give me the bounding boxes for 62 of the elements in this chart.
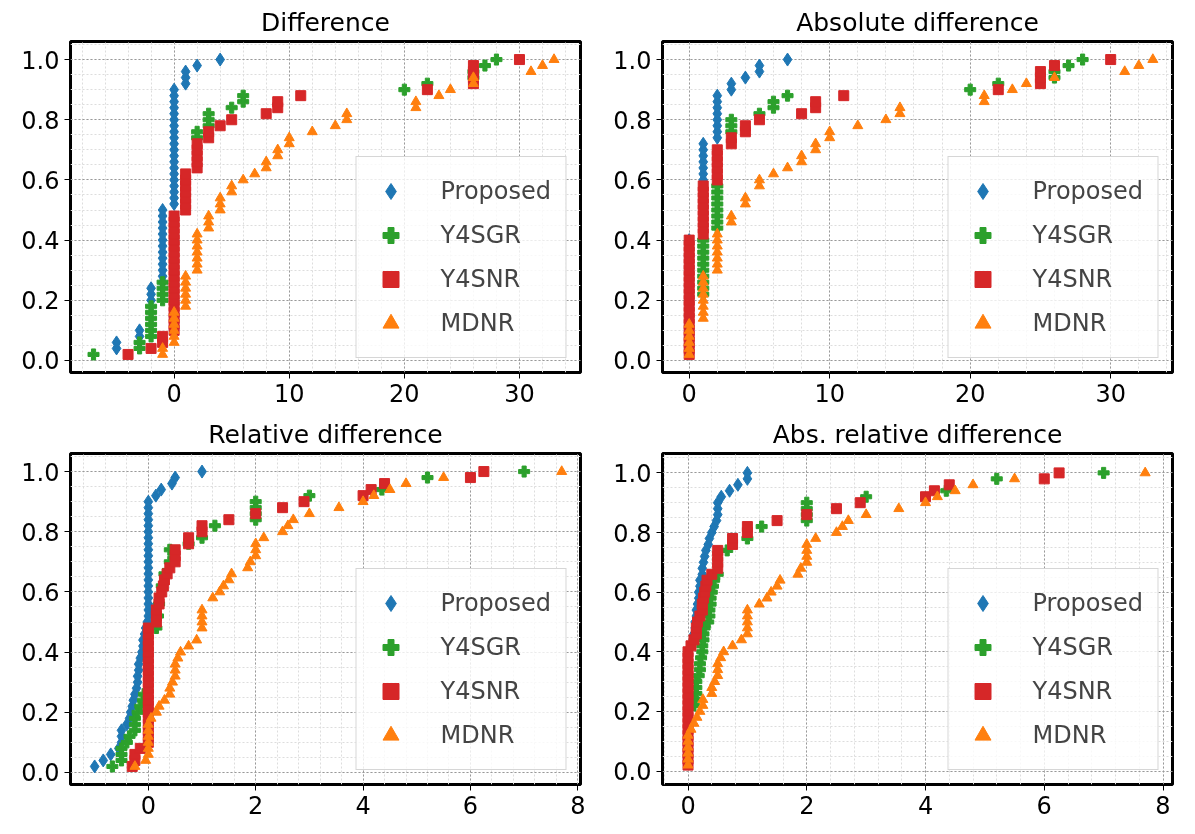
y-tick-label: 0.6 — [613, 166, 652, 195]
legend-label: MDNR — [1032, 721, 1107, 749]
y-tick-label: 0.8 — [613, 519, 652, 548]
y-tick-label: 0.4 — [21, 227, 60, 256]
legend-label: Proposed — [440, 589, 551, 617]
x-tick-label: 20 — [389, 379, 420, 408]
legend-label: MDNR — [440, 309, 515, 337]
y-tick-label: 0.6 — [21, 578, 60, 607]
y-tick-label: 1.0 — [613, 46, 652, 75]
x-tick-label: 0 — [681, 379, 697, 408]
x-tick-label: 4 — [355, 791, 371, 820]
legend-label: MDNR — [440, 721, 515, 749]
legend-label: MDNR — [1032, 309, 1107, 337]
x-tick-label: 0 — [166, 379, 182, 408]
y-tick-label: 0.0 — [613, 347, 652, 376]
x-tick-label: 6 — [462, 791, 479, 820]
y-tick-label: 0.0 — [613, 758, 652, 787]
y-tick-label: 0.8 — [613, 106, 652, 135]
x-tick-label: 0 — [140, 791, 156, 820]
y-tick-label: 0.2 — [613, 698, 652, 727]
legend-label: Y4SNR — [1032, 265, 1113, 293]
y-tick-label: 0.2 — [613, 287, 652, 316]
y-tick-label: 0.8 — [21, 518, 60, 547]
legend-label: Y4SNR — [1032, 677, 1113, 705]
x-tick-label: 2 — [799, 791, 815, 820]
legend-label: Proposed — [1032, 589, 1143, 617]
x-tick-label: 20 — [954, 379, 986, 408]
legend-label: Y4SNR — [440, 677, 521, 705]
x-tick-label: 0 — [680, 791, 696, 820]
legend-label: Proposed — [440, 177, 551, 205]
legend-label: Y4SGR — [440, 633, 521, 661]
y-tick-label: 0.4 — [21, 639, 60, 668]
x-tick-label: 8 — [570, 791, 586, 820]
x-tick-label: 30 — [1095, 379, 1126, 408]
chart-title: Difference — [261, 7, 390, 37]
x-tick-label: 2 — [248, 791, 264, 820]
legend-label: Y4SNR — [440, 265, 521, 293]
chart-title: Absolute difference — [796, 7, 1039, 37]
x-tick-label: 10 — [273, 379, 305, 408]
y-tick-label: 0.8 — [21, 106, 60, 135]
legend-label: Y4SGR — [1032, 221, 1113, 249]
x-tick-label: 8 — [1155, 791, 1171, 820]
y-tick-label: 0.2 — [21, 287, 60, 316]
y-tick-label: 0.4 — [613, 227, 652, 256]
y-tick-label: 1.0 — [21, 46, 60, 75]
x-tick-label: 6 — [1036, 791, 1052, 820]
x-tick-label: 4 — [917, 791, 934, 820]
legend-label: Proposed — [1032, 177, 1143, 205]
chart-title: Relative difference — [208, 419, 443, 449]
chart-title: Abs. relative difference — [772, 419, 1063, 449]
y-tick-label: 0.0 — [21, 759, 60, 788]
x-tick-label: 30 — [504, 379, 535, 408]
y-tick-label: 0.6 — [613, 579, 652, 608]
legend-label: Y4SGR — [440, 221, 521, 249]
y-tick-label: 1.0 — [613, 459, 652, 488]
y-tick-label: 0.2 — [21, 699, 60, 728]
y-tick-label: 0.0 — [21, 347, 60, 376]
y-tick-label: 0.4 — [613, 638, 652, 667]
y-tick-label: 1.0 — [21, 458, 60, 487]
legend-label: Y4SGR — [1032, 633, 1113, 661]
y-tick-label: 0.6 — [21, 166, 60, 195]
x-tick-label: 10 — [814, 379, 845, 408]
